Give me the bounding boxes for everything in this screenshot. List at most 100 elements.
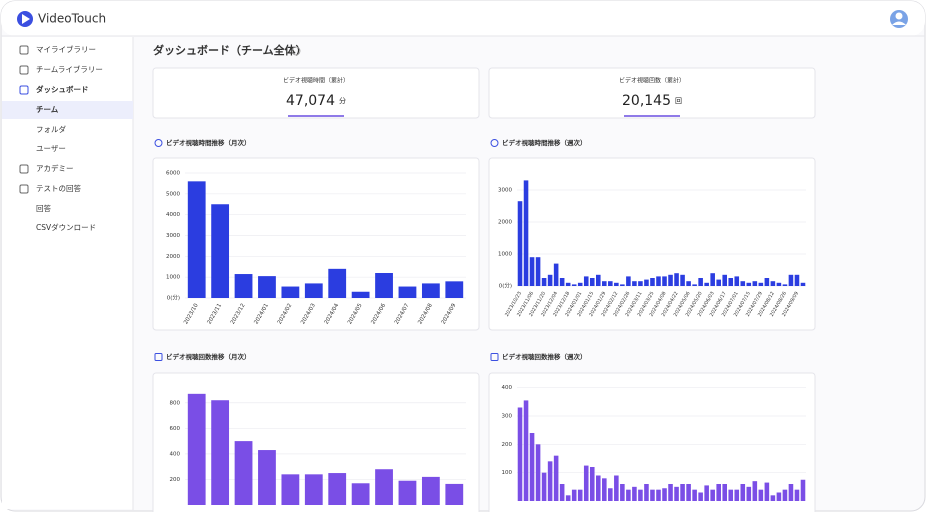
bar xyxy=(351,483,370,505)
bar xyxy=(614,282,619,286)
bar xyxy=(710,489,715,501)
nav-item[interactable]: CSVダウンロード xyxy=(36,222,96,232)
bar xyxy=(644,279,649,286)
bar xyxy=(698,278,703,286)
chart-title: ビデオ視聴回数推移（月次） xyxy=(166,352,251,361)
bar xyxy=(710,273,715,286)
chart-title: ビデオ視聴時間推移（週次） xyxy=(502,138,587,147)
bar xyxy=(304,474,323,505)
bar xyxy=(680,274,685,286)
logo-play xyxy=(22,14,30,24)
bar xyxy=(638,281,643,286)
bar xyxy=(662,488,667,501)
stat-label: ビデオ視聴回数（累計） xyxy=(619,77,685,85)
bar xyxy=(692,489,697,501)
nav-item[interactable]: チームライブラリー xyxy=(36,64,103,74)
bar xyxy=(589,278,595,286)
y-tick-label: 200 xyxy=(502,442,513,448)
stat-card xyxy=(488,67,816,119)
nav-icon xyxy=(19,184,29,194)
bar xyxy=(583,465,589,501)
y-tick-label: 0(分) xyxy=(167,294,180,302)
bar xyxy=(281,286,300,298)
nav-item[interactable]: マイライブラリー xyxy=(36,44,96,54)
bar xyxy=(620,284,625,286)
bar xyxy=(764,482,770,501)
bar xyxy=(602,478,607,501)
bar xyxy=(328,268,347,298)
bar xyxy=(529,433,535,501)
bar xyxy=(716,279,721,286)
chart-card xyxy=(488,157,816,331)
nav-item[interactable]: 回答 xyxy=(36,203,51,213)
bar xyxy=(398,480,417,505)
bar xyxy=(602,281,607,286)
bar xyxy=(535,257,541,286)
bar xyxy=(782,489,788,501)
chart-card xyxy=(152,157,480,331)
y-tick-label: 800 xyxy=(170,400,181,406)
bar xyxy=(328,473,347,505)
bar xyxy=(686,484,691,501)
nav-item[interactable]: アカデミー xyxy=(36,163,74,173)
y-tick-label: 6000 xyxy=(166,171,180,177)
y-tick-label: 400 xyxy=(170,451,181,457)
bar xyxy=(728,489,734,501)
bar xyxy=(776,492,782,501)
nav-item[interactable]: フォルダ xyxy=(36,124,66,134)
bar xyxy=(758,489,764,501)
info-icon[interactable] xyxy=(291,46,301,56)
top-bar xyxy=(1,1,925,36)
y-tick-label: 400 xyxy=(502,385,513,391)
bar xyxy=(258,276,276,298)
y-tick-label: 3000 xyxy=(166,233,180,239)
y-tick-label: 5000 xyxy=(166,191,180,197)
bar xyxy=(547,461,553,501)
bar xyxy=(650,489,655,501)
avatar-body xyxy=(892,21,906,25)
bar xyxy=(571,284,577,286)
bar xyxy=(644,484,649,501)
bar xyxy=(662,276,667,286)
bar xyxy=(523,400,529,501)
bar xyxy=(541,472,547,501)
bar xyxy=(752,281,758,286)
nav-item[interactable]: ユーザー xyxy=(36,144,66,153)
bar xyxy=(304,283,323,298)
bar xyxy=(794,274,800,286)
bar xyxy=(523,180,529,286)
stat-card xyxy=(152,67,480,119)
bar xyxy=(788,484,794,501)
stat-line: 47,074 分 xyxy=(286,93,346,109)
bar xyxy=(187,393,206,505)
y-tick-label: 300 xyxy=(502,414,513,420)
bar xyxy=(211,204,230,298)
bar xyxy=(788,274,794,286)
bar xyxy=(740,281,746,286)
chart-icon xyxy=(490,139,499,147)
y-tick-label: 200 xyxy=(170,477,181,483)
nav-item[interactable]: ダッシュボード xyxy=(36,84,89,94)
bar xyxy=(577,489,583,501)
bar xyxy=(565,282,571,286)
nav-item[interactable]: テストの回答 xyxy=(36,183,81,193)
bar xyxy=(577,282,583,286)
bar xyxy=(782,284,788,286)
nav-item[interactable]: チーム xyxy=(36,105,59,114)
bar xyxy=(595,475,601,501)
nav-icon xyxy=(19,45,29,55)
y-tick-label: 600 xyxy=(170,426,181,432)
bar xyxy=(258,450,276,505)
bar xyxy=(553,455,559,501)
bar xyxy=(234,274,253,298)
bar xyxy=(686,281,691,286)
bar xyxy=(565,495,571,501)
bar xyxy=(211,400,230,505)
bar xyxy=(559,278,565,286)
avatar-head xyxy=(895,12,903,20)
bar xyxy=(698,492,703,501)
chart-title: ビデオ視聴時間推移（月次） xyxy=(166,138,251,147)
bar xyxy=(571,489,577,501)
bar xyxy=(375,273,393,298)
